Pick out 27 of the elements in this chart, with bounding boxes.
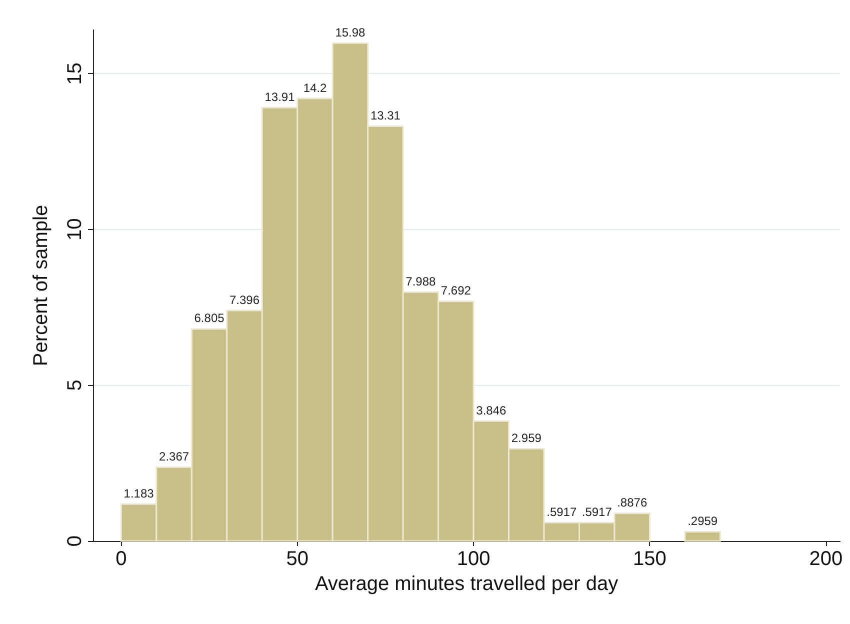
- data-label: 7.692: [440, 284, 472, 298]
- data-label: .5917: [546, 504, 577, 519]
- data-label: 13.31: [370, 108, 401, 123]
- data-label: 7.396: [230, 292, 260, 307]
- x-tick-label: 200: [809, 548, 843, 570]
- data-label: 15.98: [335, 25, 366, 40]
- data-label: .5917: [582, 504, 612, 519]
- x-tick-label: 100: [456, 548, 490, 570]
- y-tick-label: 10: [64, 218, 86, 241]
- y-tick-label: 0: [64, 535, 86, 547]
- data-label: 3.846: [476, 403, 507, 418]
- x-tick-label: 0: [116, 548, 127, 570]
- data-label: 1.183: [124, 486, 154, 500]
- x-tick-label: 150: [633, 548, 666, 570]
- data-label: 14.2: [303, 80, 327, 95]
- y-tick-label: 5: [64, 380, 86, 391]
- data-label: .8876: [617, 496, 648, 510]
- data-label: 2.367: [159, 450, 190, 464]
- data-label: 13.91: [264, 90, 296, 104]
- x-axis-title: Average minutes travelled per day: [314, 572, 618, 595]
- x-tick-label: 50: [286, 548, 308, 570]
- data-label: 7.988: [406, 274, 436, 288]
- data-label: 2.959: [511, 431, 542, 446]
- y-tick-label: 15: [64, 62, 86, 85]
- data-label: .2959: [688, 514, 718, 528]
- data-label: 6.805: [194, 311, 225, 326]
- y-axis-title: Percent of sample: [30, 204, 52, 366]
